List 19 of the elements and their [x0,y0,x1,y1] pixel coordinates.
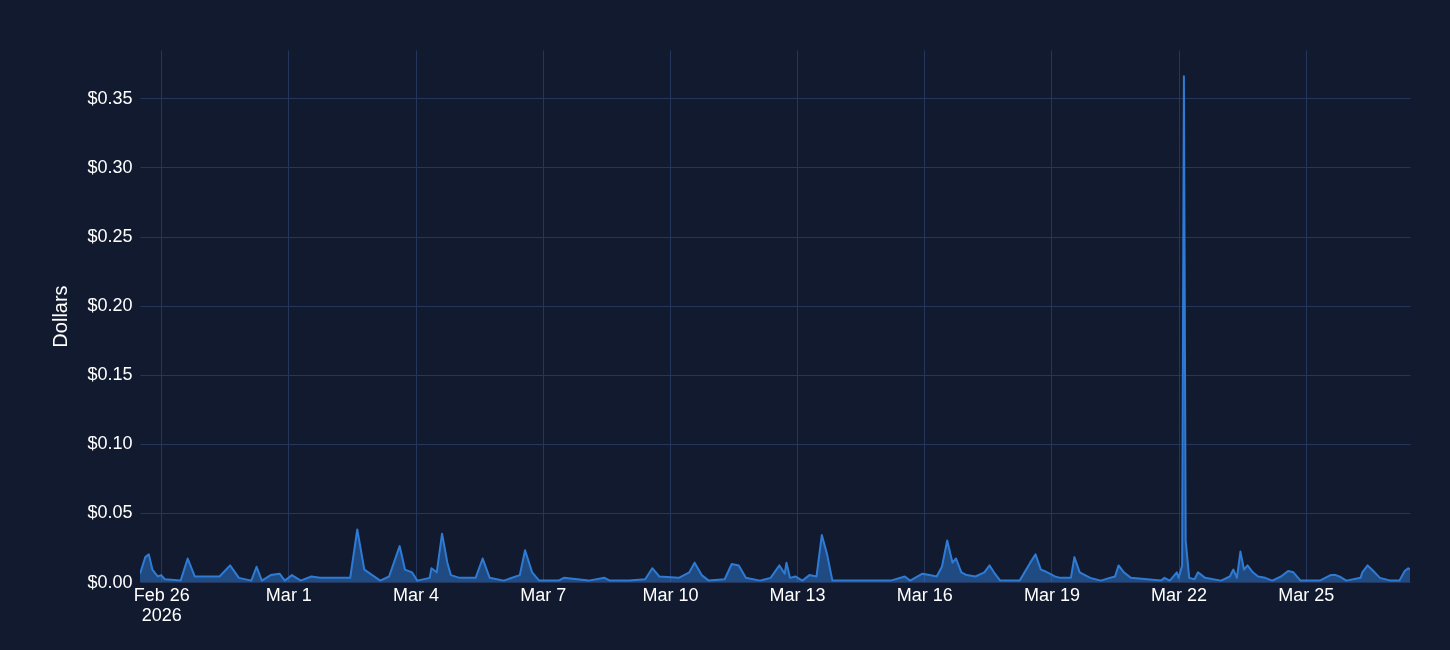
x-tick-label: Mar 1 [265,584,312,605]
y-tick-label: $0.15 [87,364,133,385]
y-tick-label: $0.20 [87,295,133,316]
x-tick-label: Mar 13 [769,584,826,605]
x-tick-label: Mar 25 [1278,584,1335,605]
x-tick-label: Mar 4 [393,584,440,605]
y-tick-label: $0.25 [87,226,133,247]
x-tick-label: Mar 22 [1151,584,1208,605]
y-tick-label: $0.05 [87,502,133,523]
x-tick-label: Mar 10 [642,584,699,605]
x-tick-label: Feb 26 2026 [133,584,190,625]
y-tick-label: $0.35 [87,87,133,108]
x-tick-label: Mar 19 [1023,584,1080,605]
x-tick-label: Mar 7 [520,584,567,605]
y-tick-label: $0.30 [87,156,133,177]
y-tick-label: $0.10 [87,433,133,454]
y-axis-title: Dollars [49,285,72,348]
x-tick-label: Mar 16 [896,584,953,605]
y-tick-label: $0.00 [87,571,133,592]
